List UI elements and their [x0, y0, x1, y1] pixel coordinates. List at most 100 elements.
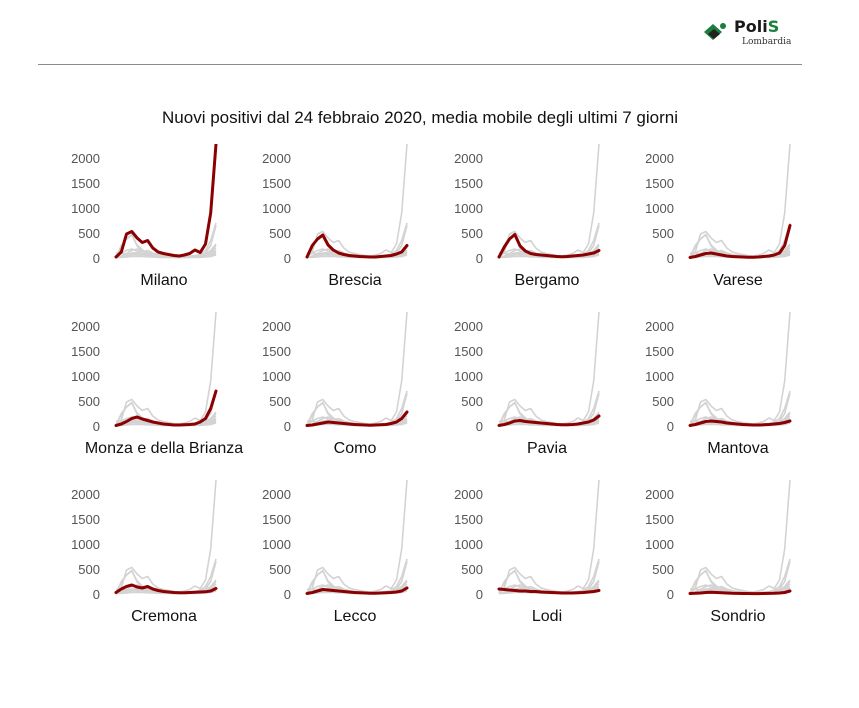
chart-title: Nuovi positivi dal 24 febbraio 2020, med… — [162, 108, 678, 127]
highlight-series-line — [497, 587, 601, 595]
y-tick-label: 2000 — [645, 319, 674, 334]
panel-label: Lodi — [532, 608, 562, 625]
y-tick-label: 2000 — [262, 319, 291, 334]
y-tick-label: 1000 — [262, 201, 291, 216]
y-tick-label: 1500 — [262, 512, 291, 527]
highlight-series-line — [688, 419, 792, 427]
panel-lines — [114, 144, 218, 259]
highlight-series-line — [114, 144, 218, 259]
background-series-line — [115, 254, 217, 259]
panel-lines — [305, 144, 409, 259]
panel-label: Sondrio — [710, 608, 765, 625]
y-tick-label: 1000 — [71, 201, 100, 216]
background-series-line — [689, 480, 791, 594]
y-tick-label: 500 — [461, 394, 483, 409]
panel-cremona: 0 500 1000 1500 2000 Cremona — [71, 480, 218, 625]
y-tick-label: 0 — [284, 419, 291, 434]
highlight-series-line — [497, 233, 601, 259]
y-tick-label: 500 — [652, 562, 674, 577]
panel-lines — [497, 312, 601, 427]
panel-label: Varese — [713, 272, 763, 289]
y-tick-label: 2000 — [645, 151, 674, 166]
background-series-line — [689, 144, 791, 258]
y-tick-label: 0 — [93, 587, 100, 602]
background-series-line — [306, 480, 408, 594]
y-tick-label: 1500 — [71, 512, 100, 527]
panel-lines — [688, 480, 792, 596]
header-divider — [38, 64, 802, 65]
polis-logo: PoliS Lombardia — [700, 16, 810, 50]
panel-lines — [688, 312, 792, 427]
background-series-line — [498, 254, 600, 259]
highlight-series-line — [114, 583, 218, 595]
y-tick-label: 1500 — [645, 344, 674, 359]
panel-lecco: 0 500 1000 1500 2000 Lecco — [262, 480, 409, 625]
y-tick-label: 1000 — [645, 369, 674, 384]
polis-logo-name: PoliS — [734, 17, 780, 36]
panel-milano: 0 500 1000 1500 2000 Milano — [71, 144, 218, 289]
panel-label: Pavia — [527, 440, 567, 457]
background-series-line — [689, 312, 791, 426]
panel-label: Brescia — [328, 272, 381, 289]
y-tick-label: 500 — [461, 226, 483, 241]
highlight-series-line — [688, 224, 792, 259]
y-tick-label: 500 — [652, 226, 674, 241]
y-tick-label: 500 — [269, 226, 291, 241]
y-tick-label: 1500 — [454, 344, 483, 359]
y-tick-label: 1000 — [454, 537, 483, 552]
y-tick-label: 1500 — [454, 176, 483, 191]
panel-varese: 0 500 1000 1500 2000 Varese — [645, 144, 792, 289]
y-tick-label: 0 — [667, 419, 674, 434]
highlight-series-line — [688, 589, 792, 596]
background-series-line — [306, 144, 408, 258]
polis-logo-icon — [704, 23, 726, 40]
y-tick-label: 500 — [78, 562, 100, 577]
panel-lines — [305, 480, 409, 595]
panel-lines — [114, 480, 218, 595]
y-tick-label: 500 — [652, 394, 674, 409]
y-tick-label: 0 — [476, 587, 483, 602]
y-tick-label: 1500 — [454, 512, 483, 527]
y-tick-label: 0 — [476, 419, 483, 434]
y-tick-label: 0 — [93, 251, 100, 266]
y-tick-label: 1500 — [645, 176, 674, 191]
y-tick-label: 0 — [476, 251, 483, 266]
highlight-series-line — [305, 586, 409, 595]
y-tick-label: 1000 — [454, 369, 483, 384]
y-tick-label: 2000 — [71, 151, 100, 166]
y-tick-label: 500 — [78, 226, 100, 241]
highlight-series-line — [305, 233, 409, 259]
y-tick-label: 0 — [667, 587, 674, 602]
y-tick-label: 1000 — [454, 201, 483, 216]
panel-brescia: 0 500 1000 1500 2000 Brescia — [262, 144, 409, 289]
highlight-series-line — [114, 389, 218, 427]
polis-logo-subtitle: Lombardia — [742, 37, 792, 47]
y-tick-label: 1000 — [645, 537, 674, 552]
panel-label: Lecco — [334, 608, 377, 625]
y-tick-label: 2000 — [262, 151, 291, 166]
panel-label: Bergamo — [515, 272, 580, 289]
y-tick-label: 1500 — [71, 176, 100, 191]
panel-label: Como — [334, 440, 377, 457]
y-tick-label: 500 — [269, 394, 291, 409]
panel-label: Milano — [140, 272, 187, 289]
panel-bergamo: 0 500 1000 1500 2000 Bergamo — [454, 144, 601, 289]
y-tick-label: 1000 — [71, 369, 100, 384]
panel-lines — [688, 144, 792, 259]
y-tick-label: 2000 — [262, 487, 291, 502]
y-tick-label: 1000 — [262, 537, 291, 552]
y-tick-label: 1000 — [71, 537, 100, 552]
panel-mantova: 0 500 1000 1500 2000 Mantova — [645, 312, 792, 457]
background-series-line — [498, 144, 600, 258]
y-tick-label: 2000 — [645, 487, 674, 502]
y-tick-label: 0 — [667, 251, 674, 266]
panel-pavia: 0 500 1000 1500 2000 Pavia — [454, 312, 601, 457]
y-tick-label: 1500 — [262, 176, 291, 191]
y-tick-label: 0 — [284, 251, 291, 266]
y-tick-label: 2000 — [71, 487, 100, 502]
background-series-line — [498, 422, 600, 427]
panel-lines — [497, 480, 601, 595]
y-tick-label: 500 — [461, 562, 483, 577]
y-tick-label: 2000 — [454, 151, 483, 166]
